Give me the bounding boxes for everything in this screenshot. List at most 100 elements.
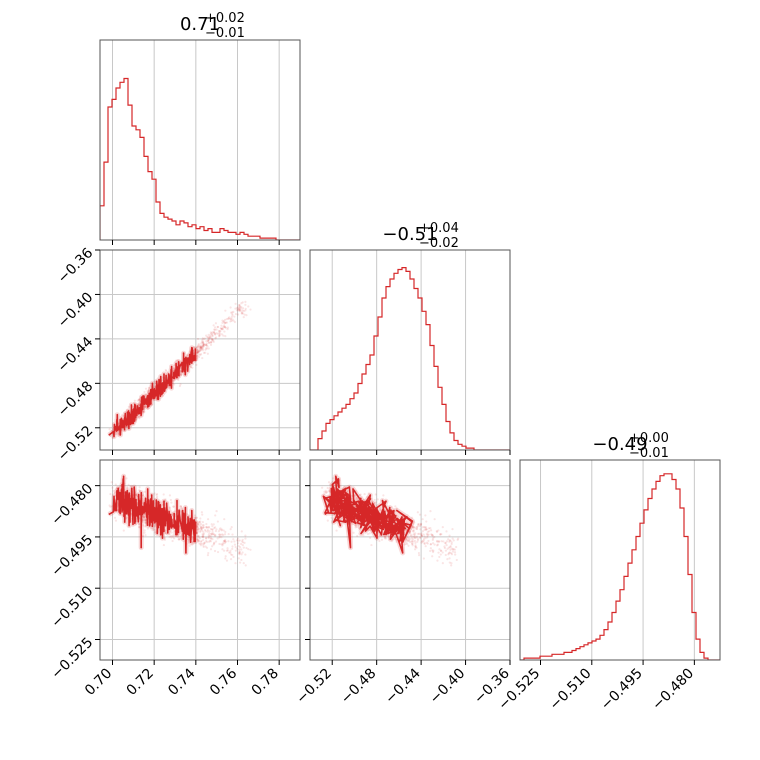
sample-point [237, 309, 240, 312]
sample-point [209, 333, 212, 336]
sample-point [130, 484, 133, 487]
sample-point [138, 398, 141, 401]
sample-point [188, 514, 191, 517]
sample-point [138, 486, 141, 489]
sample-point [238, 548, 241, 551]
title-param-2: −0.49 [592, 434, 647, 455]
sample-point [117, 432, 120, 435]
sample-point [240, 553, 243, 556]
sample-point [233, 315, 236, 318]
sample-point [205, 539, 208, 543]
sample-point [207, 339, 210, 343]
sample-point [210, 537, 213, 540]
sample-point [376, 498, 379, 501]
sample-point [152, 528, 155, 531]
sample-point [110, 481, 113, 484]
sample-point [142, 410, 145, 413]
sample-point [230, 316, 233, 319]
sample-point [223, 542, 226, 545]
tick-label-x: −0.48 [338, 666, 380, 708]
sample-point [196, 349, 199, 352]
panel-2-1: −0.52 −0.48 −0.44 −0.40 −0.36 [293, 459, 513, 708]
sample-point [220, 529, 223, 532]
sample-point [205, 540, 209, 544]
sample-point [210, 341, 213, 344]
sample-point [244, 534, 247, 537]
sample-point [244, 307, 247, 310]
sample-point [213, 331, 216, 334]
sample-point [186, 354, 190, 357]
sample-point [196, 528, 200, 531]
sample-point [158, 396, 161, 400]
sample-point [200, 346, 203, 349]
tick-label-x: 0.76 [207, 665, 240, 698]
sample-point [197, 523, 200, 526]
sample-point [196, 522, 200, 525]
sample-point [196, 352, 199, 355]
sample-point [138, 403, 141, 406]
sample-point [241, 538, 244, 541]
sample-point [210, 332, 213, 335]
title-param-1: −0.51 [382, 224, 437, 245]
sample-point [221, 319, 224, 322]
sample-point [213, 534, 217, 537]
title-param-1-minus: −0.02 [419, 236, 459, 251]
sample-point [426, 542, 429, 545]
sample-point [114, 519, 118, 522]
sample-point [177, 537, 180, 541]
sample-point [126, 486, 129, 489]
sample-point [241, 307, 245, 310]
sample-point [200, 511, 203, 514]
sample-point [199, 517, 202, 520]
sample-point [199, 530, 202, 533]
sample-point [197, 350, 200, 353]
sample-point [220, 324, 223, 327]
sample-point [216, 537, 219, 540]
sample-point [143, 518, 146, 521]
sample-point [249, 548, 252, 551]
sample-point [223, 330, 226, 333]
sample-point [368, 532, 371, 535]
sample-point [127, 405, 130, 409]
sample-point [144, 534, 147, 537]
sample-point [202, 341, 205, 345]
sample-point [234, 549, 238, 552]
sample-point [224, 530, 227, 533]
tick-label-x: 0.78 [249, 666, 282, 699]
sample-point [168, 507, 171, 510]
sample-point [180, 507, 184, 510]
sample-point [179, 373, 183, 377]
sample-point [143, 405, 146, 408]
sample-point [188, 350, 191, 353]
sample-point [199, 520, 202, 523]
sample-point [249, 308, 252, 311]
sample-point [207, 536, 210, 539]
sample-point [216, 520, 219, 523]
sample-point [143, 407, 146, 410]
sample-point [198, 524, 201, 527]
sample-point [223, 518, 226, 521]
sample-point [451, 537, 454, 540]
sample-point [147, 389, 150, 392]
sample-point [452, 547, 455, 551]
sample-point [202, 536, 205, 539]
sample-point [229, 549, 232, 552]
sample-point [144, 393, 147, 396]
sample-point [407, 544, 410, 547]
sample-point [378, 539, 381, 543]
sample-point [207, 333, 210, 337]
sample-point [382, 494, 385, 497]
sample-point [199, 527, 203, 530]
sample-point [219, 533, 222, 536]
sample-point [227, 317, 230, 320]
sample-point [197, 351, 200, 354]
sample-point [206, 530, 209, 533]
sample-point [191, 366, 194, 369]
sample-point [230, 526, 233, 529]
panel-frame [309, 249, 511, 451]
sample-point [207, 536, 210, 539]
sample-point [218, 536, 221, 539]
sample-point [144, 521, 147, 524]
sample-point [154, 523, 157, 526]
sample-point [209, 540, 212, 543]
